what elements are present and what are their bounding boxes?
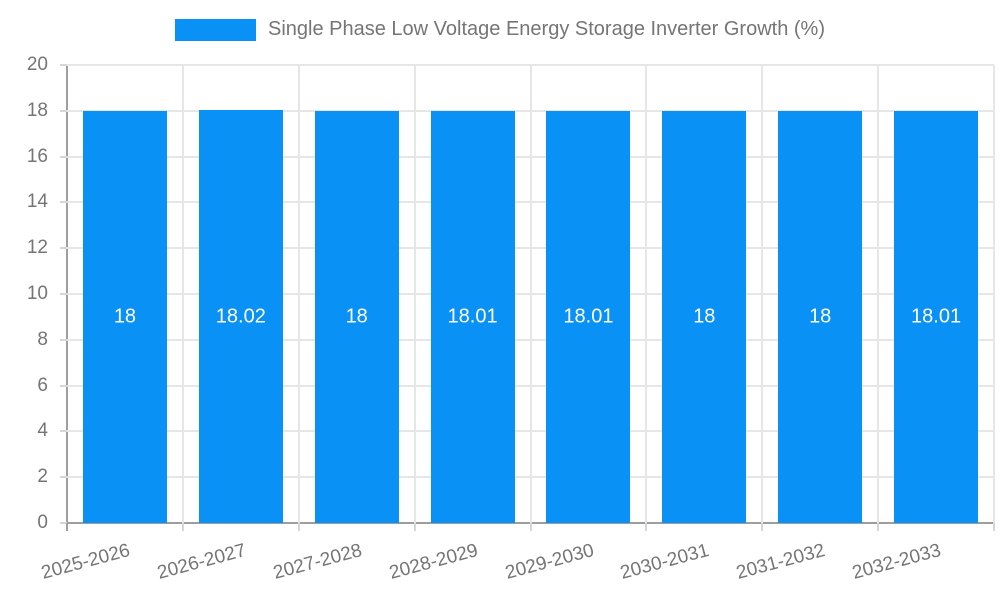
y-tick-label: 12	[26, 237, 48, 259]
x-tick-mark	[529, 523, 532, 531]
bar-value-label: 18	[113, 305, 137, 328]
bar[interactable]: 18.01	[430, 110, 515, 523]
y-tick-mark	[60, 476, 67, 479]
x-tick-mark	[297, 523, 300, 531]
v-gridline	[529, 65, 532, 523]
y-tick-mark	[60, 155, 67, 158]
x-tick-label: 2029-2030	[502, 540, 596, 584]
bar-value-label: 18	[345, 305, 368, 328]
bar[interactable]: 18	[662, 110, 747, 523]
x-tick-mark	[413, 523, 416, 531]
x-axis-line	[61, 522, 994, 524]
v-gridline	[181, 65, 184, 523]
x-tick-mark	[66, 523, 68, 531]
bar-value-label: 18	[693, 305, 716, 328]
bar-value-label: 18.02	[215, 305, 266, 328]
legend-label: Single Phase Low Voltage Energy Storage …	[268, 18, 825, 40]
legend-swatch	[175, 18, 257, 41]
y-tick-mark	[60, 338, 67, 341]
y-tick-mark	[60, 293, 67, 295]
y-tick-label: 14	[26, 191, 48, 213]
x-tick-label: 2028-2029	[386, 540, 480, 584]
y-axis-line	[66, 65, 68, 531]
y-tick-label: 16	[26, 145, 48, 167]
bar-value-label: 18	[809, 305, 832, 328]
x-tick-label: 2031-2032	[734, 540, 828, 584]
y-tick-mark	[60, 247, 67, 250]
bar-value-label: 18.01	[911, 305, 962, 328]
y-tick-mark	[60, 522, 67, 524]
y-tick-mark	[60, 201, 67, 204]
x-tick-label: 2026-2027	[155, 540, 249, 584]
v-gridline	[413, 65, 416, 523]
v-gridline	[761, 65, 764, 523]
y-tick-label: 0	[37, 512, 48, 533]
y-tick-label: 8	[37, 328, 48, 350]
y-tick-mark	[60, 384, 67, 387]
y-tick-mark	[60, 109, 67, 112]
x-tick-mark	[993, 523, 995, 531]
x-tick-label: 2025-2026	[39, 540, 133, 584]
v-gridline	[297, 65, 300, 523]
v-gridline	[877, 65, 880, 523]
v-gridline	[993, 65, 995, 523]
y-tick-mark	[60, 430, 67, 433]
y-tick-label: 4	[37, 420, 48, 442]
bar-value-label: 18.01	[563, 305, 614, 328]
x-tick-mark	[645, 523, 648, 531]
y-tick-mark	[60, 64, 67, 66]
bar[interactable]: 18.02	[198, 110, 283, 523]
x-tick-label: 2027-2028	[270, 540, 365, 584]
bar[interactable]: 18.01	[546, 110, 631, 523]
x-tick-mark	[761, 523, 764, 531]
y-tick-label: 18	[26, 99, 48, 121]
y-tick-label: 6	[37, 374, 48, 396]
x-tick-label: 2032-2033	[850, 540, 944, 584]
plot-area: 18 18.02 18 18.01 18.01 18 18 18.01	[67, 64, 995, 523]
legend[interactable]: Single Phase Low Voltage Energy Storage …	[0, 18, 1000, 41]
bar[interactable]: 18.01	[894, 110, 979, 523]
x-tick-mark	[877, 523, 880, 531]
x-tick-label: 2030-2031	[618, 540, 712, 584]
bar[interactable]: 18	[314, 110, 399, 523]
bar[interactable]: 18	[778, 110, 863, 523]
y-tick-label: 20	[26, 54, 48, 75]
y-tick-label: 10	[26, 283, 48, 304]
y-tick-label: 2	[37, 466, 48, 488]
x-tick-mark	[181, 523, 184, 531]
bar-value-label: 18.01	[447, 305, 498, 328]
bar[interactable]: 18	[82, 110, 167, 523]
v-gridline	[645, 65, 648, 523]
